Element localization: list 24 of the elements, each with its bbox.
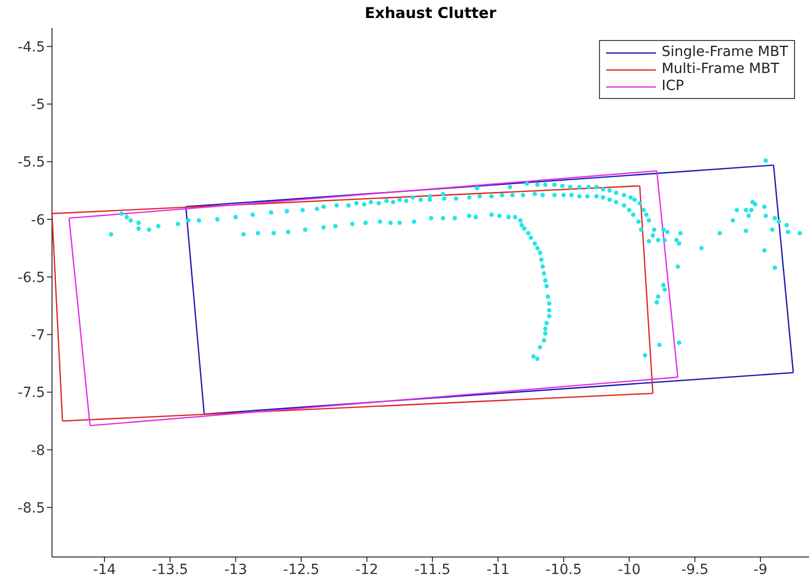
x-tick-label: -11 (486, 562, 510, 578)
x-tick-label: -10.5 (546, 562, 582, 578)
legend-label: Single-Frame MBT (662, 44, 788, 61)
y-tick-label: -5.5 (18, 154, 45, 171)
legend-label: ICP (662, 78, 684, 95)
x-tick-label: -12.5 (283, 562, 320, 578)
chart-title: Exhaust Clutter (364, 4, 498, 22)
x-tick-label: -11.5 (414, 562, 451, 578)
x-tick-label: -10 (618, 562, 641, 578)
y-tick-label: -6 (31, 212, 46, 228)
x-tick-label: -12 (355, 562, 378, 578)
y-tick-label: -7.5 (18, 385, 45, 402)
legend-label: Multi-Frame MBT (662, 61, 780, 78)
x-tick-label: -9.5 (681, 562, 709, 578)
x-tick-label: -13.5 (152, 562, 188, 578)
x-tick-label: -9 (753, 562, 768, 578)
y-tick-label: -8.5 (18, 500, 45, 516)
y-tick-label: -5 (31, 97, 45, 114)
y-tick-label: -7 (31, 328, 45, 344)
y-tick-label: -4.5 (18, 39, 45, 56)
x-tick-label: -14 (93, 562, 116, 578)
x-tick-label: -13 (224, 562, 248, 578)
y-tick-label: -8 (31, 442, 45, 459)
y-tick-label: -6.5 (18, 270, 45, 286)
